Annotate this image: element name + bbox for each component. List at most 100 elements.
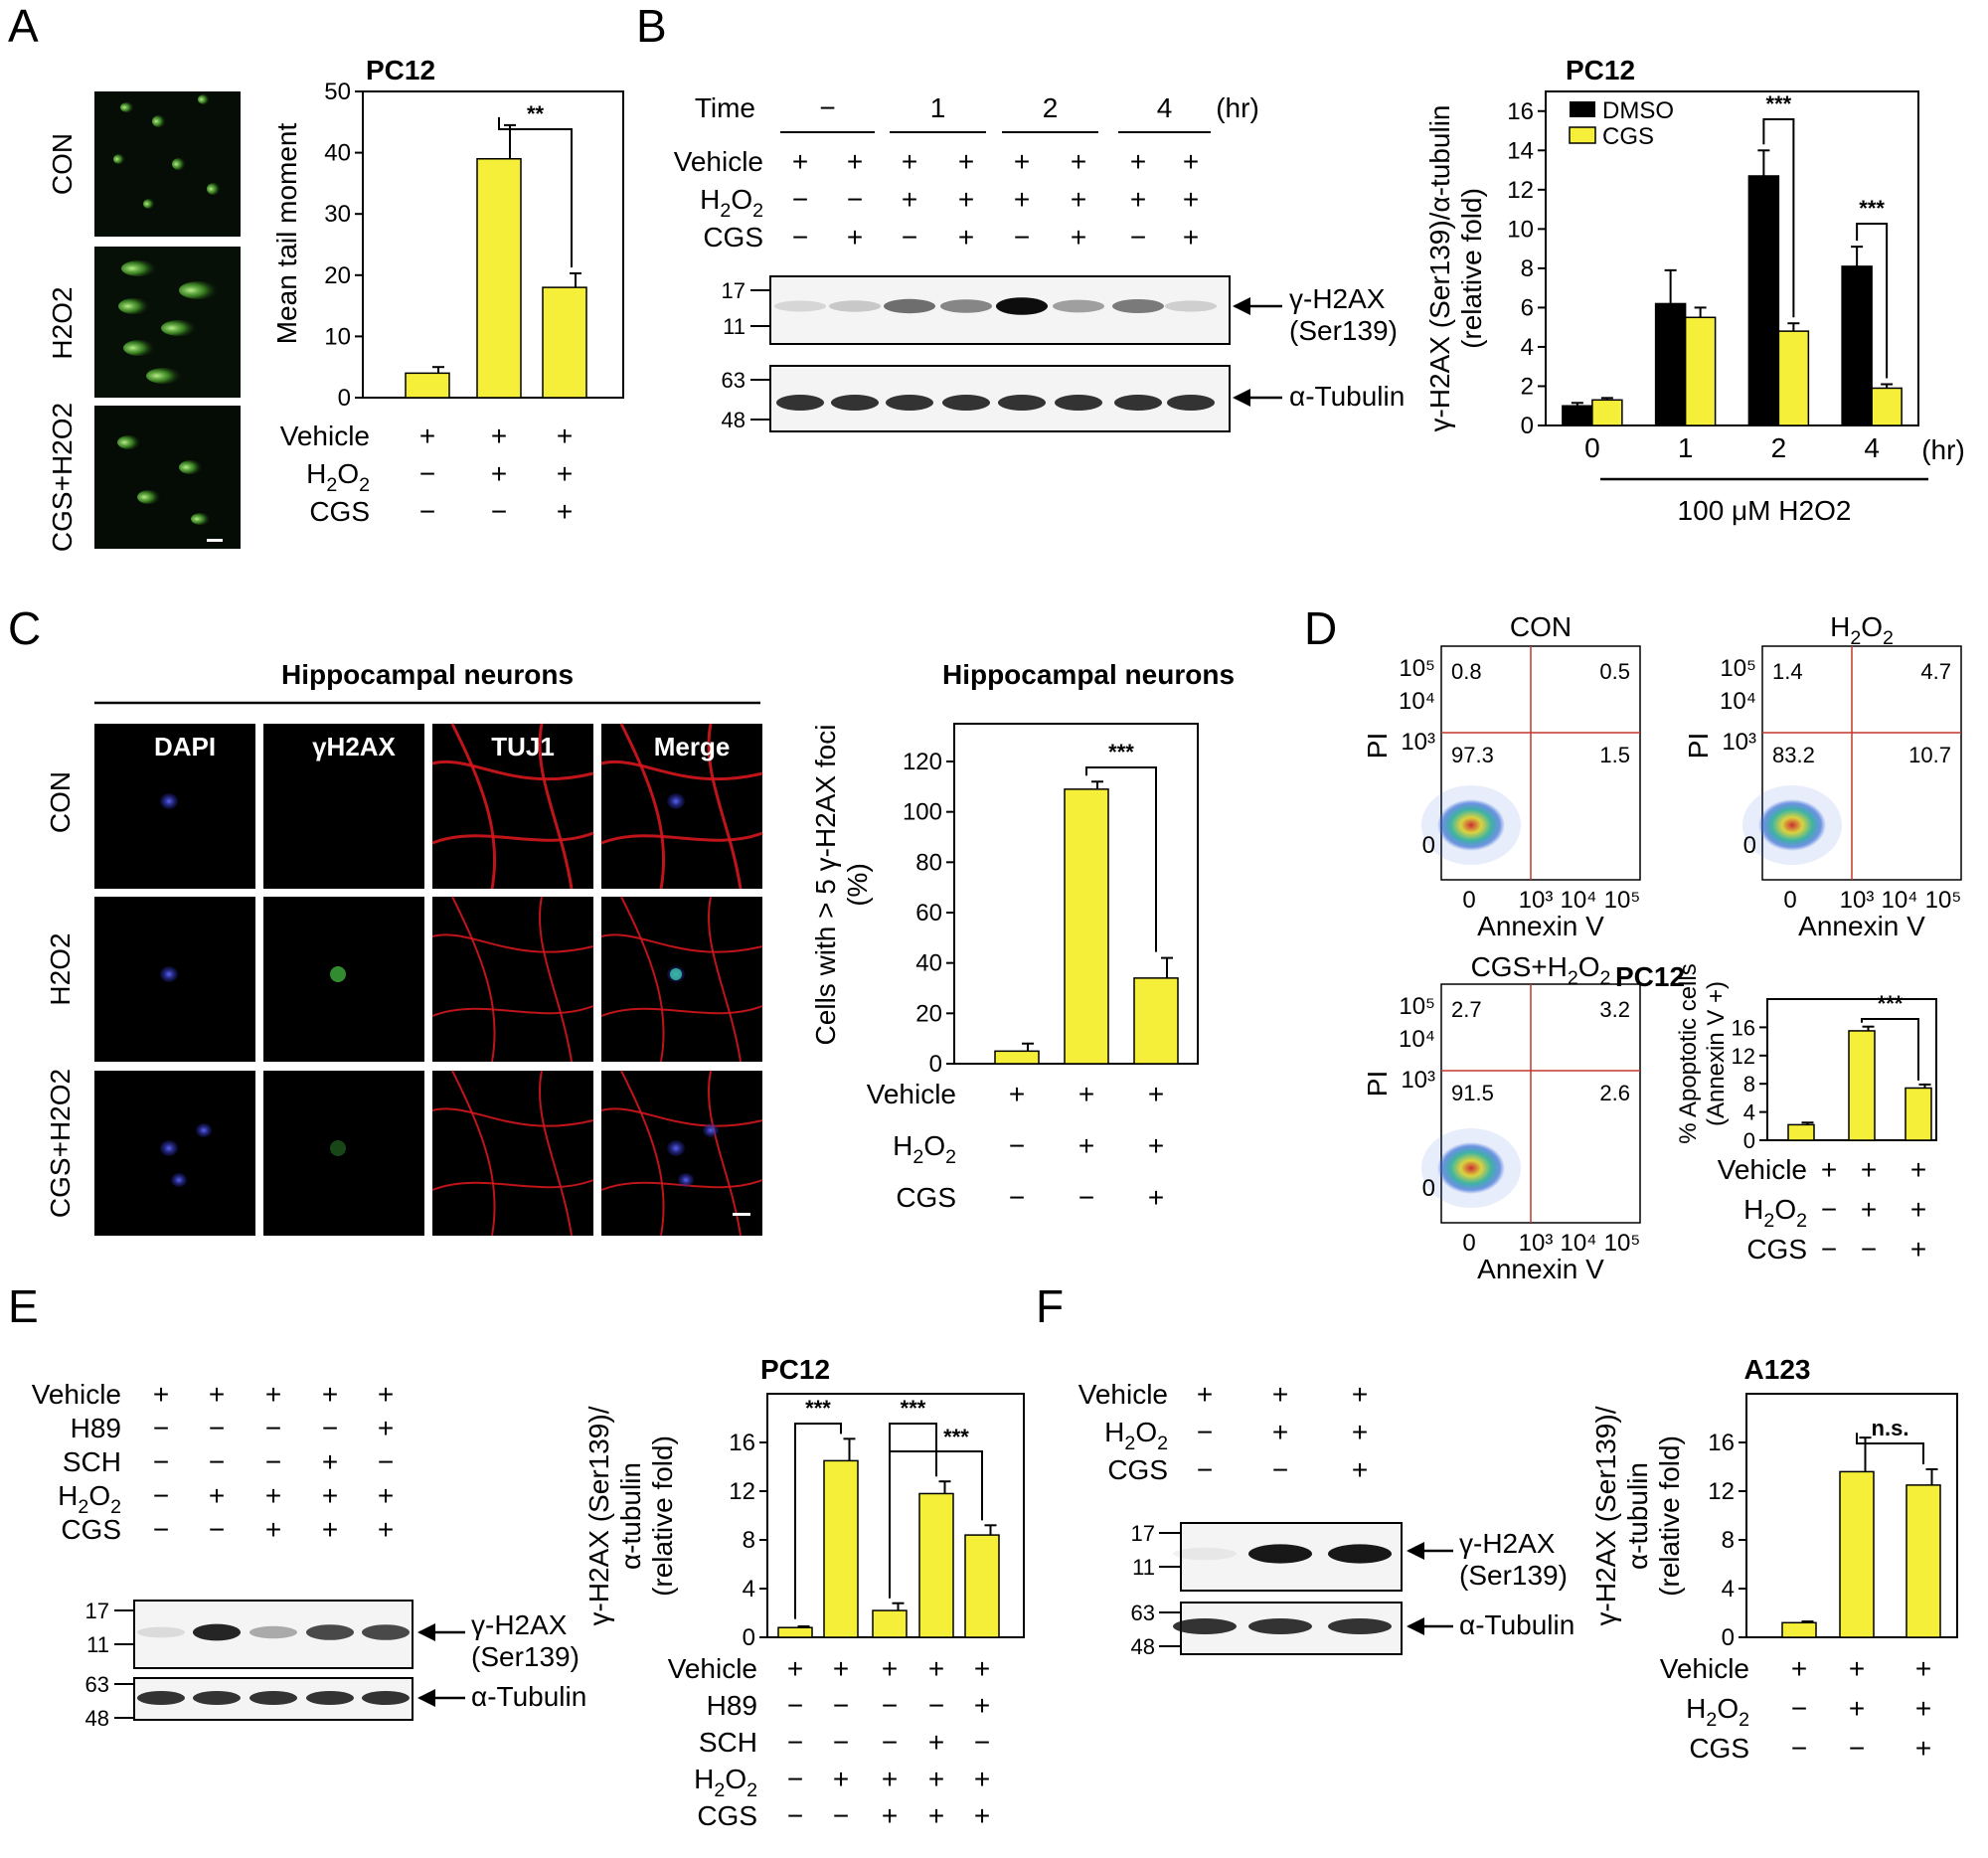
col-label: DAPI [154, 732, 216, 761]
e-chart-symbol: − [974, 1727, 990, 1758]
d-row-name: H2O2 [1743, 1194, 1807, 1232]
treatment-table-f-chart: Vehicle + + + H2O2 − + + CGS − − + [1660, 1653, 1931, 1764]
f-chart-symbol: − [1791, 1693, 1807, 1724]
x-tick-label: 0 [1584, 432, 1600, 463]
neurite [620, 1070, 665, 1237]
b-symbol: + [1130, 146, 1146, 177]
flow-ytick: 10⁴ [1399, 1026, 1435, 1053]
e-chart-symbol: − [787, 1800, 803, 1831]
chart-ylabel-f-2: α-tubulin [1622, 1462, 1653, 1570]
bar-4 [918, 1492, 954, 1638]
b-symbol: − [847, 184, 863, 215]
blot-label-ser139: (Ser139) [1289, 315, 1398, 346]
bar-3 [1905, 1484, 1941, 1638]
f-chart-symbol: + [1849, 1653, 1865, 1684]
a-symbol: + [557, 421, 573, 451]
f-symbol: + [1352, 1454, 1368, 1485]
comets-h2o2 [118, 260, 219, 384]
e-row-name: Vehicle [32, 1379, 121, 1410]
gh2ax-band [884, 298, 935, 314]
a-symbol: + [419, 421, 435, 451]
neurite [451, 1070, 496, 1237]
d-symbol: + [1861, 1154, 1877, 1185]
panel-label-a: A [8, 0, 39, 52]
comet-micrographs [94, 91, 241, 549]
mw-marker: 48 [1131, 1634, 1155, 1659]
y-tick-label: 16 [729, 1430, 755, 1456]
neurite [431, 1107, 594, 1127]
y-tick-label: 16 [1708, 1430, 1735, 1456]
b-symbol: + [958, 222, 974, 253]
neuron-image-grid: DAPI γH2AX TUJ1 Merge [94, 723, 763, 1237]
tubulin-band [137, 1691, 185, 1705]
treatment-rows-e: Vehicle + + + + +H89− − − − +SCH − − − + −H2O2− + + + +CGS… [32, 1379, 394, 1545]
significance-bracket [1085, 766, 1157, 952]
neurite [431, 831, 594, 845]
chart-ylabel-e-2: α-tubulin [615, 1462, 646, 1570]
e-chart-symbol: + [787, 1653, 803, 1684]
neurite [538, 896, 573, 1063]
e-chart-symbol: + [974, 1653, 990, 1684]
b-symbol: + [1071, 222, 1086, 253]
chart-ylabel-c-1: Cells with > 5 γ-H2AX foci [810, 725, 841, 1046]
e-row-name: CGS [61, 1514, 121, 1545]
quadrant-ll: 97.3 [1451, 743, 1494, 767]
blot-label-tubulin: α-Tubulin [471, 1681, 586, 1712]
neurite [707, 723, 743, 890]
section-title-c: Hippocampal neurons [281, 659, 574, 690]
c-symbol: + [1078, 1130, 1094, 1161]
gh2ax-band [249, 1625, 297, 1639]
blot-label-ser139: (Ser139) [471, 1641, 580, 1672]
flow-xtick: 10⁴ [1881, 887, 1917, 914]
e-symbol: + [265, 1514, 281, 1545]
tubulin-band [831, 395, 879, 411]
b-symbol: + [1014, 184, 1030, 215]
y-tick-label: 30 [324, 201, 351, 228]
f-symbol: − [1197, 1417, 1213, 1447]
quadrant-lr: 10.7 [1908, 743, 1951, 767]
panel-label-d: D [1304, 602, 1337, 654]
time-value: 1 [930, 92, 946, 123]
b-symbol: + [902, 184, 917, 215]
gh2ax-band [774, 300, 826, 312]
y-tick-label: 12 [1507, 177, 1534, 204]
b-symbol: + [1014, 146, 1030, 177]
panel-label-f: F [1036, 1280, 1064, 1332]
flow-scatter [1421, 1128, 1521, 1208]
c-symbol: + [1148, 1182, 1164, 1213]
f-chart-row-name: CGS [1689, 1733, 1749, 1764]
flow-xtick: 10⁴ [1560, 1230, 1596, 1257]
b-symbol: + [1183, 222, 1199, 253]
gh2ax-foci [330, 966, 346, 982]
neuron-image-r3c3 [432, 1071, 593, 1236]
b-row-name: H2O2 [700, 184, 763, 222]
e-symbol: − [153, 1480, 169, 1511]
tubulin-band [1167, 395, 1215, 411]
e-chart-symbol: − [833, 1727, 849, 1758]
e-chart-symbol: + [882, 1653, 898, 1684]
nucleus [160, 1140, 178, 1156]
time-label: Time [695, 92, 755, 123]
flow-ytick: 0 [1422, 1175, 1435, 1202]
f-symbol: + [1352, 1417, 1368, 1447]
flow-xtick: 0 [1462, 1230, 1475, 1257]
mw-marker: 48 [85, 1706, 109, 1731]
treatment-rows-f: Vehicle + + +H2O2− + +CGS − − + [1078, 1379, 1368, 1485]
y-tick-label: 4 [1722, 1576, 1735, 1603]
e-symbol: + [378, 1413, 394, 1443]
tubulin-band [1055, 395, 1102, 411]
mw-marker: 63 [722, 368, 746, 393]
x-tick-label: 4 [1864, 432, 1880, 463]
flow-xtick: 10³ [1519, 1230, 1554, 1257]
y-tick-label: 8 [1743, 1072, 1755, 1097]
f-symbol: − [1272, 1454, 1288, 1485]
neurite [619, 723, 666, 890]
c-row-name: H2O2 [893, 1130, 956, 1168]
a-symbol: − [419, 458, 435, 489]
flow-density [1437, 1142, 1505, 1194]
y-tick-label: 16 [1732, 1015, 1755, 1040]
b-symbol: + [1130, 184, 1146, 215]
neurite [600, 831, 763, 845]
significance-bracket [498, 116, 573, 267]
micro-label-cgs-h2o2: CGS+H2O2 [47, 403, 78, 552]
